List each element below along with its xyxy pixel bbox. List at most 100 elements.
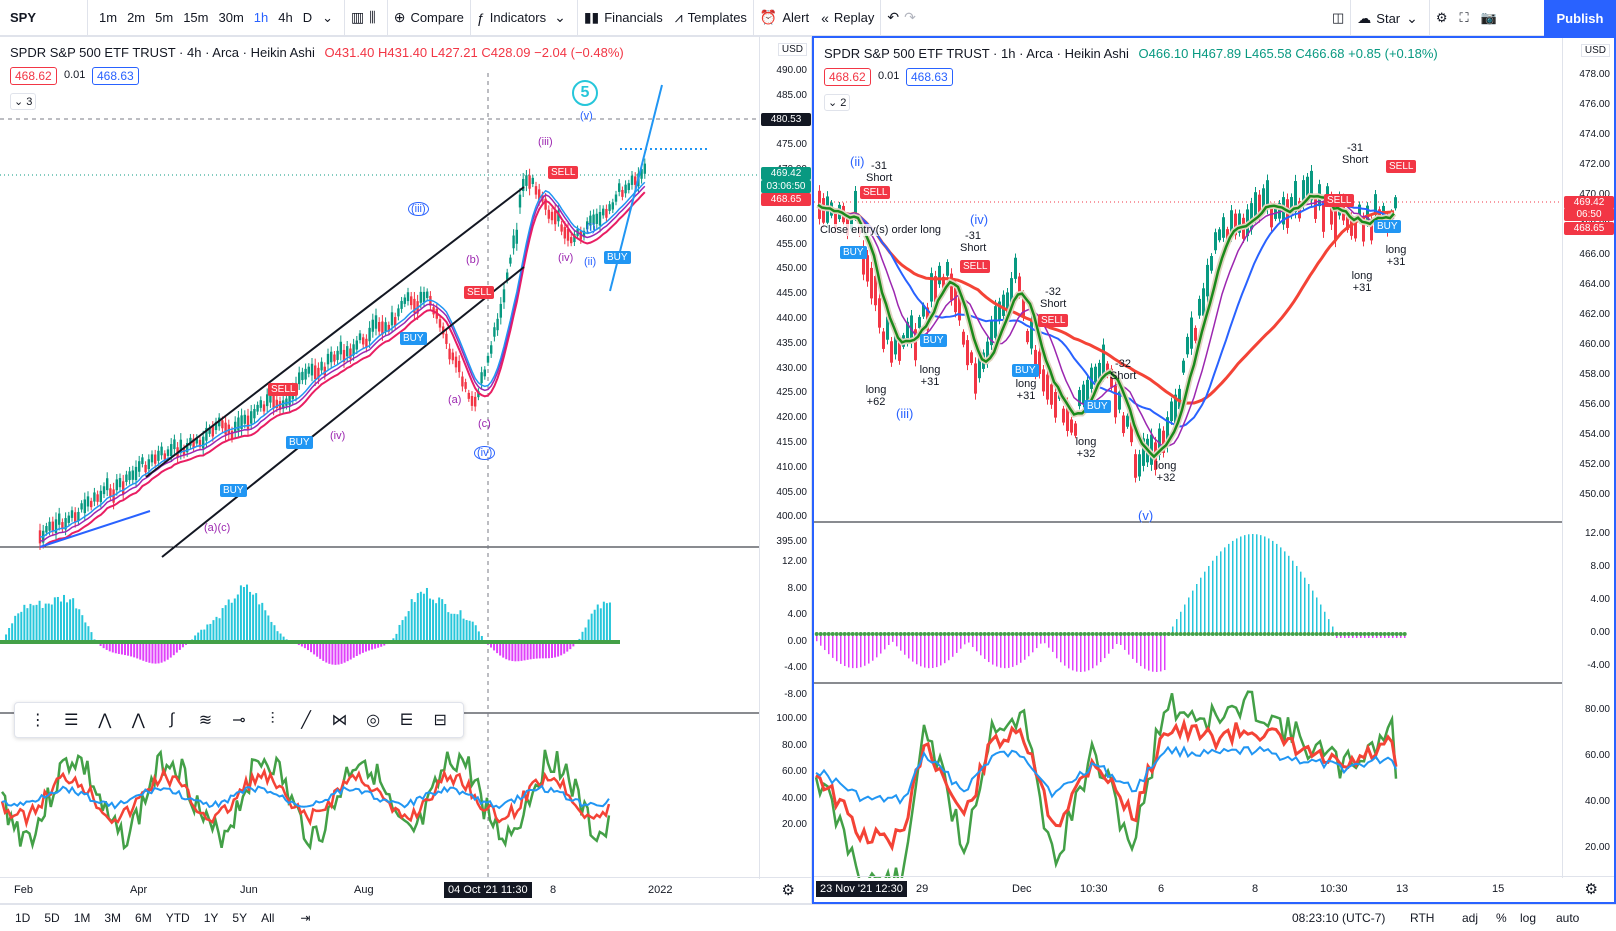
undo-icon[interactable]: ↶ <box>887 9 900 25</box>
interval-1h[interactable]: 1h <box>253 10 269 25</box>
right-bid-badge[interactable]: 468.62 <box>824 68 871 86</box>
left-time-axis[interactable]: 04 Oct '21 11:30 Feb Apr Jun Aug 8 2022 ⚙ <box>0 877 811 903</box>
candle-body <box>882 331 885 349</box>
oscillator-zero-dot <box>1226 632 1231 636</box>
horizontal-ray-icon[interactable]: ⊸ <box>232 712 246 729</box>
fib-spiral-icon[interactable]: ◎ <box>366 712 381 729</box>
star-button[interactable]: ☁ Star ⌄ <box>1351 0 1430 36</box>
interval-4h[interactable]: 4h <box>278 10 293 25</box>
oscillator-bar <box>56 596 59 642</box>
right-chart-panel[interactable]: SPDR S&P 500 ETF TRUST · 1h · Arca · Hei… <box>812 36 1616 904</box>
range-5d[interactable]: 5D <box>44 911 60 925</box>
range-ytd[interactable]: YTD <box>165 911 190 925</box>
interval-2m[interactable]: 2m <box>127 10 146 25</box>
fib-fan-icon[interactable]: ≋ <box>198 712 213 729</box>
left-currency[interactable]: USD <box>777 43 807 56</box>
oscillator-zero-dot <box>1346 632 1351 636</box>
left-indicators-collapse[interactable]: ⌄ 3 <box>10 93 37 110</box>
wave-label-ii: (ii) <box>584 256 597 268</box>
oscillator-zero-dot <box>1246 632 1251 636</box>
right-currency[interactable]: USD <box>1580 44 1610 57</box>
publish-button[interactable]: Publish <box>1544 0 1616 36</box>
right-price-axis[interactable]: USD 478.00476.00474.00472.00470.00468.00… <box>1562 38 1614 878</box>
oscillator-bar <box>75 608 78 642</box>
interval-1m[interactable]: 1m <box>99 10 118 25</box>
redo-icon[interactable]: ↷ <box>904 9 916 25</box>
layout-icon[interactable]: ◫ <box>1326 0 1352 36</box>
oscillator-bar <box>1276 543 1278 634</box>
log-toggle[interactable]: log <box>1520 911 1537 925</box>
symbol-search[interactable]: SPY <box>0 0 88 36</box>
xabcd-icon[interactable]: ⋈ <box>331 712 348 729</box>
camera-icon[interactable]: 📷 <box>1480 10 1497 25</box>
right-time-axis[interactable]: 23 Nov '21 12:30 29 Dec 10:30 6 8 10:30 13 15 ⚙ <box>814 876 1614 902</box>
left-buy-signal-1: BUY <box>220 484 247 497</box>
adj-toggle[interactable]: adj <box>1462 911 1479 925</box>
candle-body <box>934 276 937 303</box>
candle-body <box>518 194 522 208</box>
right-indicators-collapse[interactable]: ⌄ 2 <box>824 94 851 111</box>
oscillator-zero-dot <box>1078 632 1083 636</box>
elliott-wave-icon[interactable]: ⋀ <box>131 712 145 729</box>
interval-chevron-icon[interactable]: ⌄ <box>322 9 334 25</box>
left-chart-panel[interactable]: SPDR S&P 500 ETF TRUST · 4h · Arca · Hei… <box>0 36 812 904</box>
auto-toggle[interactable]: auto <box>1556 911 1580 925</box>
replay-button[interactable]: « Replay <box>815 0 882 36</box>
candle-body <box>1230 210 1233 237</box>
templates-button[interactable]: ⩘ Templates <box>669 0 754 36</box>
range-5y[interactable]: 5Y <box>232 911 248 925</box>
chart-settings-gear-icon[interactable]: ⚙ <box>781 882 795 899</box>
right-ask-badge[interactable]: 468.63 <box>906 68 953 86</box>
chevron-down-icon[interactable]: ⌄ <box>554 9 566 25</box>
oscillator-bar <box>824 634 826 651</box>
oscillator-bar <box>1128 634 1130 655</box>
chart-style-group: ▥ ⫼ <box>345 0 388 36</box>
interval-5m[interactable]: 5m <box>155 10 174 25</box>
range-all[interactable]: All <box>261 911 275 925</box>
range-6m[interactable]: 6M <box>135 911 152 925</box>
bar-chart-icon[interactable]: ▥ <box>351 9 365 25</box>
oscillator-zero-dot <box>1190 632 1195 636</box>
oscillator-zero-dot <box>1150 632 1155 636</box>
left-price-axis[interactable]: USD 490.00485.00480.00475.00470.00465.00… <box>759 37 811 879</box>
oscillator-zero-dot <box>1134 632 1139 636</box>
financials-button[interactable]: ▮▮ Financials <box>578 0 669 36</box>
range-1y[interactable]: 1Y <box>203 911 219 925</box>
oscillator-zero-dot <box>1206 632 1211 636</box>
left-chart-canvas[interactable] <box>0 37 760 879</box>
oscillator-bar <box>154 642 157 664</box>
candle-style-icon[interactable]: ⫼ <box>369 9 376 25</box>
drag-handle-icon[interactable]: ⋮ <box>29 712 46 729</box>
oscillator-bar <box>1380 634 1382 638</box>
range-icon[interactable]: ⊟ <box>433 712 447 729</box>
left-bid-badge[interactable]: 468.62 <box>10 67 57 85</box>
oscillator-zero-dot <box>1330 632 1335 636</box>
parallel-channel-icon[interactable]: ⋿ <box>399 712 414 729</box>
indicators-button[interactable]: ƒ Indicators ⌄ <box>471 0 578 36</box>
oscillator-bar <box>429 598 431 642</box>
fib-lines-icon[interactable]: ☰ <box>64 712 79 729</box>
fullscreen-icon[interactable]: ⛶ <box>1459 10 1469 25</box>
range-1m[interactable]: 1M <box>73 911 91 925</box>
interval-15m[interactable]: 15m <box>183 10 209 25</box>
alert-button[interactable]: ⏰ Alert <box>754 0 815 36</box>
range-1d[interactable]: 1D <box>15 911 31 925</box>
abc-pattern-icon[interactable]: ⋀ <box>98 712 112 729</box>
trend-line-icon[interactable]: ╱ <box>301 712 311 729</box>
calendar-goto-icon[interactable]: ⇥ <box>300 911 311 925</box>
compare-button[interactable]: ⊕ Compare <box>388 0 471 36</box>
percent-toggle[interactable]: % <box>1496 911 1507 925</box>
chart-settings-gear-icon[interactable]: ⚙ <box>1584 881 1598 898</box>
interval-D[interactable]: D <box>302 10 313 25</box>
gear-icon[interactable]: ⚙ <box>1435 10 1448 25</box>
curve-icon[interactable]: ∫ <box>169 711 175 728</box>
candle-body <box>1226 229 1229 242</box>
pitchfork-icon[interactable]: ⫶ <box>270 711 275 728</box>
clock[interactable]: 08:23:10 (UTC-7) <box>1292 911 1386 925</box>
interval-30m[interactable]: 30m <box>218 10 244 25</box>
right-chart-canvas[interactable] <box>814 38 1562 878</box>
left-ask-badge[interactable]: 468.63 <box>92 67 139 85</box>
range-3m[interactable]: 3M <box>104 911 122 925</box>
session-toggle[interactable]: RTH <box>1410 911 1435 925</box>
candle-body <box>202 436 205 449</box>
